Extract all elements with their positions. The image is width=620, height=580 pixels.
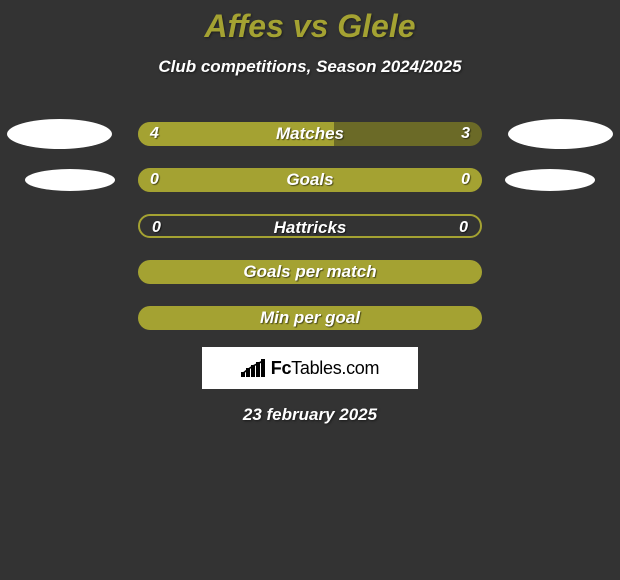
brand-suffix: .com bbox=[341, 358, 379, 378]
brand-badge: FcTables.com bbox=[202, 347, 418, 389]
brand-text: FcTables.com bbox=[271, 358, 379, 379]
stat-row: Hattricks0 0 bbox=[0, 203, 620, 249]
infographic-root: Affes vs Glele Club competitions, Season… bbox=[0, 0, 620, 580]
stat-bar: Goals per match bbox=[138, 260, 482, 284]
player-ellipse-right bbox=[508, 119, 613, 149]
stat-value-right: 0 bbox=[459, 216, 468, 238]
stat-row: Matches43 bbox=[0, 111, 620, 157]
player-ellipse-left bbox=[25, 169, 115, 191]
stat-bar: Matches43 bbox=[138, 122, 482, 146]
subtitle: Club competitions, Season 2024/2025 bbox=[0, 57, 620, 77]
stat-row: Goals00 bbox=[0, 157, 620, 203]
stat-value-left: 4 bbox=[150, 122, 159, 146]
date-text: 23 february 2025 bbox=[0, 405, 620, 425]
stat-value-right: 3 bbox=[461, 122, 470, 146]
stat-row: Min per goal bbox=[0, 295, 620, 341]
stat-value-left: 0 bbox=[150, 168, 159, 192]
player-ellipse-left bbox=[7, 119, 112, 149]
player-ellipse-right bbox=[505, 169, 595, 191]
brand-rest: Tables bbox=[291, 358, 341, 378]
stat-label: Hattricks bbox=[140, 216, 480, 238]
stats-block: Matches43Goals00Hattricks00Goals per mat… bbox=[0, 111, 620, 341]
stat-bar: Hattricks0 0 bbox=[138, 214, 482, 238]
stat-value-left: 0 bbox=[152, 216, 161, 238]
stat-label: Goals per match bbox=[138, 260, 482, 284]
stat-row: Goals per match bbox=[0, 249, 620, 295]
stat-bar: Min per goal bbox=[138, 306, 482, 330]
page-title: Affes vs Glele bbox=[0, 0, 620, 45]
stat-label: Min per goal bbox=[138, 306, 482, 330]
stat-value-right: 0 bbox=[461, 168, 470, 192]
stat-bar: Goals00 bbox=[138, 168, 482, 192]
brand-bold: Fc bbox=[271, 358, 291, 378]
brand-chart-icon bbox=[241, 359, 265, 377]
